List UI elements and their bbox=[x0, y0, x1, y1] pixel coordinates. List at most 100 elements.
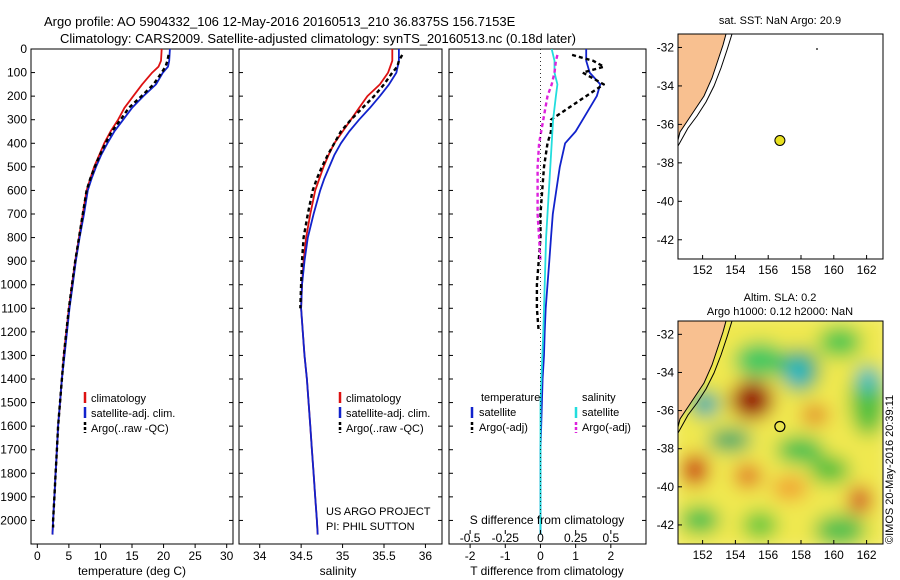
salinity-x-tick-label: 34.5 bbox=[289, 549, 313, 563]
sla-map-frame bbox=[677, 320, 884, 545]
difference-series-group bbox=[535, 49, 605, 535]
temperature-panel-frame bbox=[30, 48, 234, 545]
depth-tick-label: 300 bbox=[7, 113, 27, 127]
sla_map-lat-tick-label: -32 bbox=[657, 327, 675, 341]
temperature-x-tick-label: 5 bbox=[66, 549, 73, 563]
difference-x-tick-label: 2 bbox=[607, 549, 614, 563]
depth-tick-label: 1400 bbox=[0, 372, 27, 386]
sla-map-title-line-1: Altim. SLA: 0.2 bbox=[744, 292, 817, 304]
t-difference-axis-label: T difference from climatology bbox=[470, 564, 624, 578]
sla-map-axes: 152 154 156 158 160 162 -32 -34 -36 -38 -40 -42 bbox=[657, 327, 877, 562]
difference-s-tick-label: -0.25 bbox=[492, 531, 520, 545]
difference-x-tick-label: -1 bbox=[500, 549, 511, 563]
difference-legend-s-argo: Argo(-adj) bbox=[582, 422, 631, 434]
depth-tick-label: 1600 bbox=[0, 419, 27, 433]
temperature-legend: climatology satellite-adj. clim. Argo(..… bbox=[83, 392, 175, 435]
temperature-legend-argo: Argo(..raw -QC) bbox=[91, 423, 169, 435]
sst-map-title: sat. SST: NaN Argo: 20.9 bbox=[719, 15, 841, 27]
sst_map-lat-tick-label: -34 bbox=[657, 79, 675, 93]
sla_map-lat-tick-label: -40 bbox=[657, 480, 675, 494]
difference-legend: temperature satellite Argo(-adj) salinit… bbox=[470, 392, 631, 434]
sla_map-lon-tick-label: 160 bbox=[824, 548, 844, 562]
sst-map-land bbox=[678, 34, 727, 141]
depth-tick-label: 1700 bbox=[0, 443, 27, 457]
sst-map-island bbox=[816, 48, 818, 50]
temperature-series-argo bbox=[51, 54, 170, 528]
sla_map-lon-tick-label: 158 bbox=[791, 548, 811, 562]
project-annotation-line-2: PI: PHIL SUTTON bbox=[326, 521, 415, 533]
sla-map-isobath bbox=[678, 321, 733, 434]
temperature-legend-satellite: satellite-adj. clim. bbox=[91, 408, 175, 420]
temperature-x-tick-label: 15 bbox=[125, 549, 139, 563]
sst_map-lon-tick-label: 162 bbox=[857, 263, 877, 277]
sst_map-lon-tick-label: 160 bbox=[824, 263, 844, 277]
depth-tick-label: 1200 bbox=[0, 325, 27, 339]
temperature-series-climatology bbox=[51, 49, 163, 535]
temperature-x-tick-label: 25 bbox=[188, 549, 202, 563]
difference-x-tick-label: 0 bbox=[537, 549, 544, 563]
difference-s-tick-label: -0.5 bbox=[460, 531, 481, 545]
salinity-legend-climatology: climatology bbox=[346, 393, 402, 405]
salinity-axis-label: salinity bbox=[320, 564, 357, 578]
difference-series-s-satellite bbox=[539, 49, 559, 535]
sst_map-lon-tick-label: 156 bbox=[758, 263, 778, 277]
depth-tick-label: 1900 bbox=[0, 490, 27, 504]
sst_map-lon-tick-label: 152 bbox=[693, 263, 713, 277]
salinity-legend-argo: Argo(..raw -QC) bbox=[346, 423, 424, 435]
depth-tick-label: 1500 bbox=[0, 396, 27, 410]
sla_map-lon-tick-label: 156 bbox=[758, 548, 778, 562]
depth-tick-label: 1300 bbox=[0, 348, 27, 362]
difference-series-t-argo bbox=[535, 53, 605, 332]
difference-legend-temperature-heading: temperature bbox=[481, 392, 540, 404]
depth-tick-label: 500 bbox=[7, 160, 27, 174]
difference-series-t-satellite bbox=[539, 49, 602, 535]
figure-title-line-2: Climatology: CARS2009. Satellite-adjuste… bbox=[60, 31, 576, 46]
depth-tick-label: 200 bbox=[7, 89, 27, 103]
difference-s-tick-label: 0 bbox=[537, 531, 544, 545]
difference-legend-s-satellite: satellite bbox=[582, 407, 619, 419]
sst_map-lat-tick-label: -42 bbox=[657, 233, 675, 247]
temperature-x-tick-label: 20 bbox=[157, 549, 171, 563]
difference-series-s-argo bbox=[536, 54, 559, 262]
depth-tick-label: 1000 bbox=[0, 278, 27, 292]
depth-tick-label: 0 bbox=[20, 42, 27, 56]
difference-legend-t-argo: Argo(-adj) bbox=[479, 422, 528, 434]
salinity-x-tick-label: 35.5 bbox=[372, 549, 396, 563]
difference-x-tick-label: 1 bbox=[572, 549, 579, 563]
salinity-legend-satellite: satellite-adj. clim. bbox=[346, 408, 430, 420]
temperature-series-satellite bbox=[51, 49, 171, 535]
sla_map-lon-tick-label: 152 bbox=[693, 548, 713, 562]
depth-tick-label: 2000 bbox=[0, 513, 27, 527]
figure-title-line-1: Argo profile: AO 5904332_106 12-May-2016… bbox=[44, 14, 516, 29]
sst_map-lon-tick-label: 154 bbox=[725, 263, 745, 277]
sst-map-area bbox=[678, 34, 883, 259]
sst_map-lat-tick-label: -38 bbox=[657, 156, 675, 170]
side-credit: ©IMOS 20-May-2016 20:39:11 bbox=[884, 395, 896, 544]
temperature-axis-label: temperature (deg C) bbox=[78, 564, 186, 578]
profile-axes-group: 0 5 10 15 20 25 300100200300400500600700800900… bbox=[0, 42, 646, 563]
difference-legend-t-satellite: satellite bbox=[479, 407, 516, 419]
sla-map-area bbox=[678, 321, 883, 544]
depth-tick-label: 600 bbox=[7, 183, 27, 197]
temperature-x-tick-label: 30 bbox=[220, 549, 234, 563]
s-difference-axis-label: S difference from climatology bbox=[470, 513, 625, 527]
sst_map-lat-tick-label: -32 bbox=[657, 40, 675, 54]
depth-tick-label: 1800 bbox=[0, 466, 27, 480]
sla_map-lon-tick-label: 162 bbox=[857, 548, 877, 562]
depth-tick-label: 900 bbox=[7, 254, 27, 268]
sla_map-lat-tick-label: -34 bbox=[657, 365, 675, 379]
depth-tick-label: 100 bbox=[7, 66, 27, 80]
sla_map-lat-tick-label: -38 bbox=[657, 442, 675, 456]
salinity-series-climatology bbox=[300, 49, 394, 535]
difference-panel-frame bbox=[448, 48, 647, 545]
sst-map-axes: 152 154 156 158 160 162 -32 -34 -36 -38 -40 -42 bbox=[657, 40, 877, 277]
salinity-series-argo bbox=[299, 54, 404, 309]
sst-map-float-marker bbox=[774, 135, 786, 146]
difference-legend-salinity-heading: salinity bbox=[582, 392, 616, 404]
salinity-series-satellite bbox=[300, 49, 400, 535]
salinity-x-tick-label: 35 bbox=[336, 549, 350, 563]
salinity-series-group bbox=[299, 49, 404, 535]
salinity-x-tick-label: 36 bbox=[419, 549, 433, 563]
depth-tick-label: 400 bbox=[7, 136, 27, 150]
sla-map-land bbox=[678, 321, 727, 428]
